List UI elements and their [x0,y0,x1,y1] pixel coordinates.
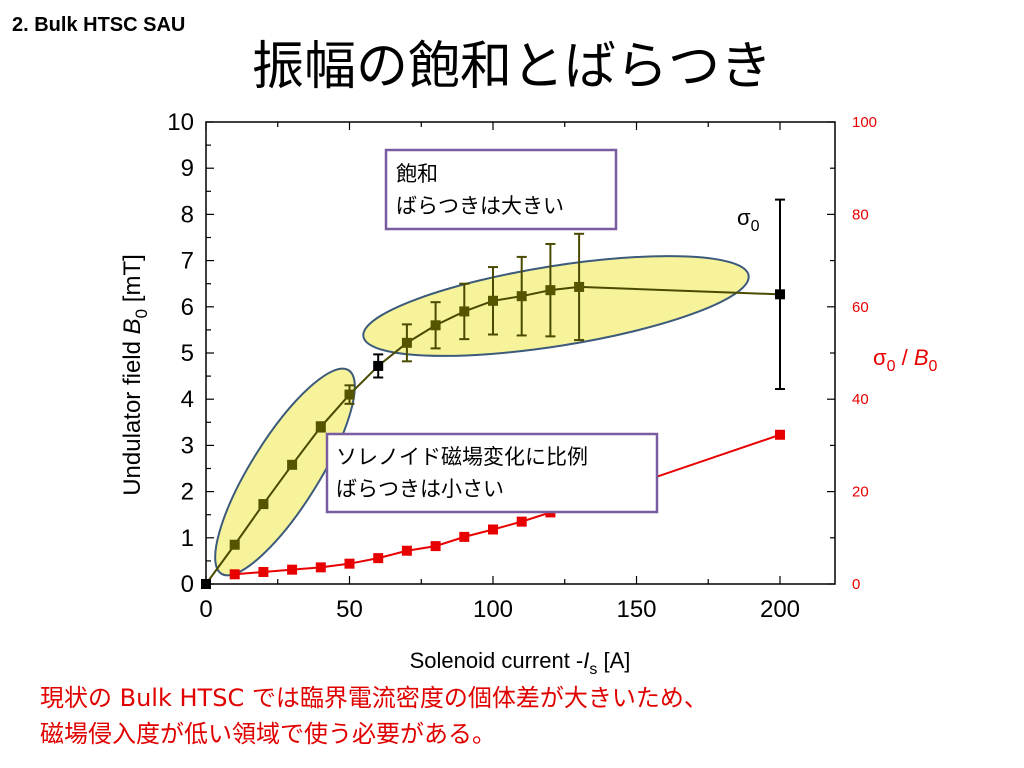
marker-sigma-ratio [775,429,785,440]
y2-tick-label: 40 [852,391,869,408]
marker-b0 [258,499,269,510]
marker-b0 [488,295,498,306]
marker-sigma-ratio [401,545,412,556]
y2-tick-label: 20 [852,484,869,501]
y-tick-label: 2 [181,479,194,506]
y2-tick-label: 0 [852,576,860,593]
x-tick-label: 150 [616,596,656,623]
annotation-box-saturation-line2: ばらつきは大きい [396,194,564,218]
x-axis-label: Solenoid current -Is [A] [410,648,631,678]
marker-b0 [574,281,585,292]
marker-b0 [373,360,384,371]
footer-line-1: 現状の Bulk HTSC では臨界電流密度の個体差が大きいため、 [40,684,708,712]
slide-title: 振幅の飽和とばらつき [251,37,772,97]
marker-b0 [545,285,556,296]
x-tick-label: 0 [199,596,212,623]
annotation-box-saturation: 飽和 ばらつきは大きい [384,148,618,231]
marker-sigma-ratio [459,531,470,542]
y2-tick-label: 60 [852,299,869,316]
marker-sigma-ratio [287,564,298,575]
marker-b0 [287,459,298,470]
marker-sigma-ratio [516,516,527,527]
marker-b0 [344,389,355,400]
section-label: 2. Bulk HTSC SAU [12,14,186,36]
marker-b0 [229,539,240,550]
y2-tick-label: 100 [852,114,877,131]
annotation-box-proportional-line2: ばらつきは小さい [336,477,504,501]
footer-note: 現状の Bulk HTSC では臨界電流密度の個体差が大きいため、 磁場侵入度が… [40,680,708,752]
marker-sigma-ratio [344,558,355,569]
marker-sigma-ratio [258,566,269,577]
annotation-box-proportional-line1: ソレノイド磁場変化に比例 [336,445,588,469]
y-tick-label: 8 [181,201,194,228]
y-tick-label: 0 [181,571,194,598]
annotation-box-saturation-line1: 飽和 [396,162,438,186]
y-tick-label: 5 [181,340,194,367]
marker-b0 [430,320,441,331]
data-markers [201,281,785,589]
y2-axis-label: σ0 / B0 [873,345,938,375]
y-tick-label: 10 [167,109,194,136]
y-axis-label: Undulator field B0 [mT] [119,254,151,496]
marker-sigma-ratio [488,524,498,535]
y-tick-label: 4 [181,386,194,413]
y-tick-label: 1 [181,525,194,552]
y-tick-label: 3 [181,432,194,459]
marker-sigma-ratio [430,541,441,552]
marker-b0 [775,289,785,300]
y-tick-label: 6 [181,294,194,321]
marker-sigma-ratio [315,562,326,573]
sigma-annotation: σ0 [737,205,760,235]
annotation-box-proportional: ソレノイド磁場変化に比例 ばらつきは小さい [325,432,659,514]
x-tick-label: 200 [760,596,800,623]
y-tick-label: 9 [181,155,194,182]
y-tick-label: 7 [181,248,194,275]
marker-b0 [401,337,412,348]
highlight-saturation-region [362,255,750,357]
x-tick-label: 100 [473,596,513,623]
marker-b0 [201,579,211,589]
marker-sigma-ratio [373,553,384,564]
marker-sigma-ratio [229,569,240,580]
marker-b0 [459,306,470,317]
footer-line-2: 磁場侵入度が低い領域で使う必要がある。 [40,720,496,748]
marker-b0 [516,291,527,302]
marker-b0 [315,421,326,432]
y2-tick-label: 80 [852,206,869,223]
x-tick-label: 50 [336,596,363,623]
